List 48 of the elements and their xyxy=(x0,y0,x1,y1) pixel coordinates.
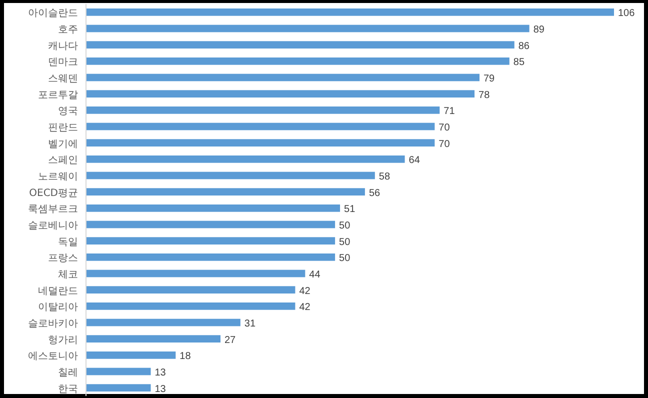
y-tick-label: 슬로베니아 xyxy=(28,220,78,232)
y-tick-label: 네덜란드 xyxy=(38,286,78,297)
y-tick-label: 벨기에 xyxy=(48,138,78,150)
data-label: 51 xyxy=(344,204,356,216)
data-label: 106 xyxy=(618,8,636,20)
data-label: 18 xyxy=(180,351,192,362)
data-label: 70 xyxy=(438,122,450,134)
data-label: 89 xyxy=(533,24,545,36)
y-tick-label: 룩셈부르크 xyxy=(28,204,78,216)
y-tick-label: 독일 xyxy=(58,236,78,248)
y-tick-label: 스페인 xyxy=(48,155,78,166)
y-tick-label: 체코 xyxy=(58,270,78,280)
y-tick-label: 에스토니아 xyxy=(28,351,78,362)
y-tick-label: 덴마크 xyxy=(48,57,78,68)
data-label: 58 xyxy=(378,172,390,182)
data-label: 56 xyxy=(368,188,381,199)
data-label: 42 xyxy=(299,302,311,314)
y-tick-label: 스웨덴 xyxy=(48,74,78,84)
y-tick-label: 호주 xyxy=(58,24,78,36)
data-label: 50 xyxy=(339,236,351,248)
data-label: 50 xyxy=(339,253,351,264)
data-label: 78 xyxy=(478,90,490,101)
y-tick-label: 한국 xyxy=(58,384,78,395)
data-label: 44 xyxy=(309,270,321,280)
y-tick-label: 이탈리아 xyxy=(38,302,78,314)
data-label: 13 xyxy=(154,384,166,395)
data-label: 70 xyxy=(438,138,450,150)
y-tick-label: 포르투갈 xyxy=(38,90,78,101)
y-tick-label: 슬로바키아 xyxy=(28,318,78,330)
y-tick-label: 헝가리 xyxy=(48,334,78,346)
y-tick-label: 프랑스 xyxy=(48,253,78,264)
y-tick-label: 노르웨이 xyxy=(38,172,78,182)
data-label: 71 xyxy=(444,106,456,118)
y-tick-label: 핀란드 xyxy=(48,122,78,134)
y-tick-label: 영국 xyxy=(58,106,78,118)
data-label: 42 xyxy=(299,286,311,297)
y-tick-label: 아이슬란드 xyxy=(28,8,78,20)
data-label: 31 xyxy=(244,318,256,330)
data-label: 64 xyxy=(408,155,420,166)
data-label: 79 xyxy=(484,74,496,84)
data-label: 27 xyxy=(224,334,236,346)
data-label: 86 xyxy=(518,40,530,52)
data-label: 85 xyxy=(513,57,525,68)
y-tick-label: 칠레 xyxy=(58,368,78,378)
data-label: 13 xyxy=(154,368,166,378)
y-tick-label: OECD평균 xyxy=(29,188,78,199)
y-tick-label: 캐나다 xyxy=(48,40,78,52)
data-label: 50 xyxy=(339,220,351,232)
